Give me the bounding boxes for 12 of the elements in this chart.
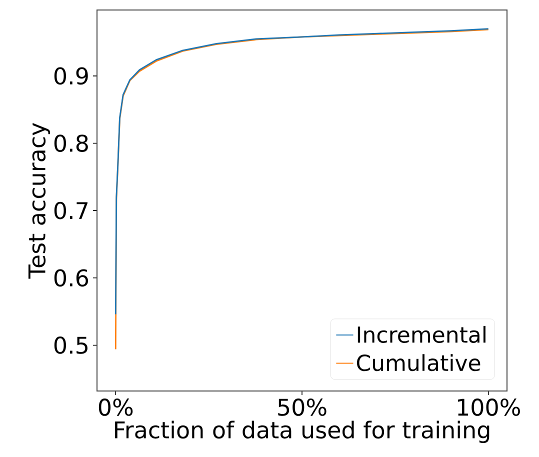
y-tick-label: 0.7 bbox=[54, 202, 88, 220]
y-tick-label: 0.9 bbox=[54, 67, 88, 85]
y-tick-label: 0.8 bbox=[54, 134, 88, 152]
x-tick-label: 50% bbox=[278, 398, 326, 416]
x-tick-label: 100% bbox=[458, 398, 520, 416]
y-axis-title: Test accuracy bbox=[28, 122, 50, 279]
x-axis-title: Fraction of data used for training bbox=[115, 420, 490, 444]
legend-label: Incremental bbox=[358, 326, 486, 343]
x-tick-label: 0% bbox=[98, 398, 133, 416]
y-tick-label: 0.6 bbox=[54, 269, 88, 287]
y-tick-label: 0.5 bbox=[54, 336, 88, 354]
legend-label: Cumulative bbox=[356, 354, 480, 372]
